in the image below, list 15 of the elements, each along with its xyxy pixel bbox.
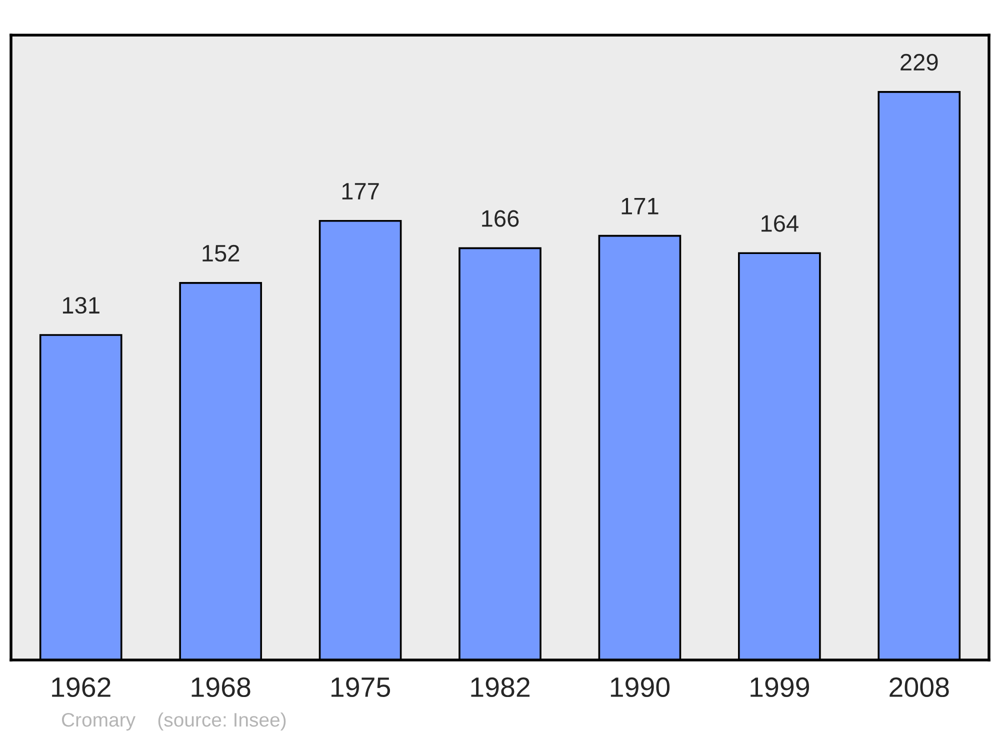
x-tick-label: 1962 <box>52 677 110 698</box>
x-tick-label: 2008 <box>890 677 949 698</box>
text: Cromary (source: Insee) <box>62 712 286 731</box>
data-label: 177 <box>342 183 379 200</box>
data-label: 131 <box>62 296 100 314</box>
data-label: 152 <box>202 244 240 262</box>
x-tick-label: 1968 <box>192 677 250 698</box>
data-label: 164 <box>762 215 798 232</box>
x-tick-label: 1975 <box>332 677 390 698</box>
data-label: 166 <box>482 210 519 227</box>
data-label: 171 <box>622 198 658 214</box>
data-label: 229 <box>900 54 938 71</box>
x-tick-label: 1990 <box>610 677 670 698</box>
x-tick-label: 1982 <box>471 677 530 698</box>
x-tick-label: 1999 <box>750 677 810 698</box>
